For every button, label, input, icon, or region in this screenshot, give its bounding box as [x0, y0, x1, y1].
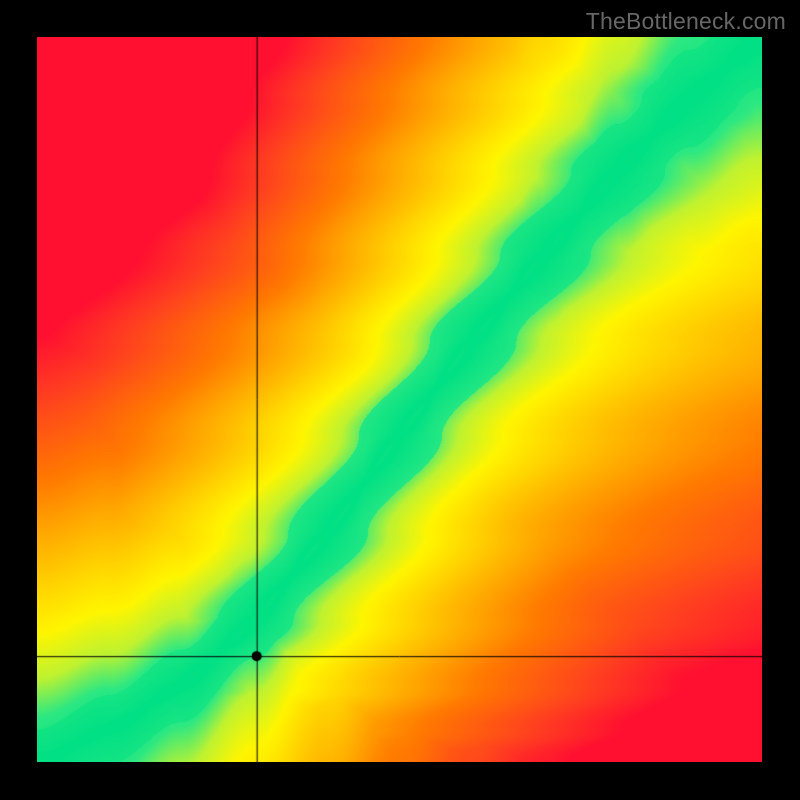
bottleneck-heatmap	[37, 37, 762, 762]
watermark-text: TheBottleneck.com	[586, 8, 786, 35]
